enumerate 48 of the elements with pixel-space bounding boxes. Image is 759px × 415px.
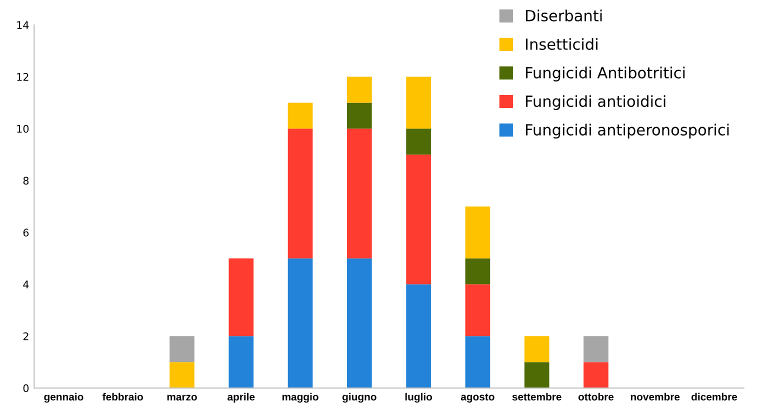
bar bbox=[406, 128, 431, 155]
y-tick-label: 10 bbox=[17, 124, 29, 133]
y-tick-label: 12 bbox=[17, 73, 28, 81]
bar bbox=[465, 284, 490, 336]
x-tick-label: novembre bbox=[630, 392, 680, 401]
bar bbox=[170, 336, 194, 362]
bar bbox=[524, 336, 550, 362]
x-tick-label: giugno bbox=[342, 392, 376, 403]
bar bbox=[406, 154, 431, 284]
bar bbox=[288, 128, 313, 258]
bar bbox=[406, 284, 431, 388]
x-tick-label: febbraio bbox=[102, 392, 144, 401]
x-tick-label: settembre bbox=[512, 392, 562, 401]
bar bbox=[584, 336, 608, 362]
y-tick-label: 0 bbox=[23, 384, 29, 392]
y-tick-label: 14 bbox=[17, 21, 29, 29]
x-tick-label: maggio bbox=[282, 392, 318, 403]
y-tick-label: 4 bbox=[23, 280, 29, 288]
legend-label: Fungicidi antioidici bbox=[526, 95, 666, 110]
legend-label: Insetticidi bbox=[526, 38, 598, 50]
bar bbox=[465, 206, 490, 258]
x-tick-label: gennaio bbox=[44, 392, 84, 403]
legend-label: Diserbanti bbox=[526, 10, 602, 22]
y-tick-label: 6 bbox=[23, 228, 29, 237]
bar bbox=[347, 258, 372, 388]
bar bbox=[347, 102, 372, 129]
y-tick-label: 2 bbox=[23, 332, 28, 340]
x-tick-label: aprile bbox=[228, 392, 255, 403]
bar bbox=[347, 128, 372, 258]
bar bbox=[228, 336, 254, 388]
bar bbox=[465, 336, 490, 388]
bar bbox=[228, 258, 254, 336]
bar bbox=[347, 76, 372, 103]
bar bbox=[406, 76, 431, 129]
legend-label: Fungicidi Antibotritici bbox=[526, 66, 685, 82]
legend-label: Fungicidi antiperonosporici bbox=[526, 124, 729, 139]
bar bbox=[465, 258, 490, 284]
bar bbox=[288, 258, 313, 388]
bar bbox=[524, 362, 550, 388]
bar bbox=[288, 102, 313, 129]
x-tick-label: ottobre bbox=[578, 392, 614, 401]
bar bbox=[170, 362, 194, 388]
x-tick-label: agosto bbox=[460, 394, 494, 403]
x-tick-label: dicembre bbox=[692, 392, 738, 401]
bar bbox=[584, 362, 608, 388]
x-tick-label: luglio bbox=[405, 392, 432, 403]
y-tick-label: 8 bbox=[23, 176, 29, 185]
x-tick-label: marzo bbox=[167, 394, 197, 401]
